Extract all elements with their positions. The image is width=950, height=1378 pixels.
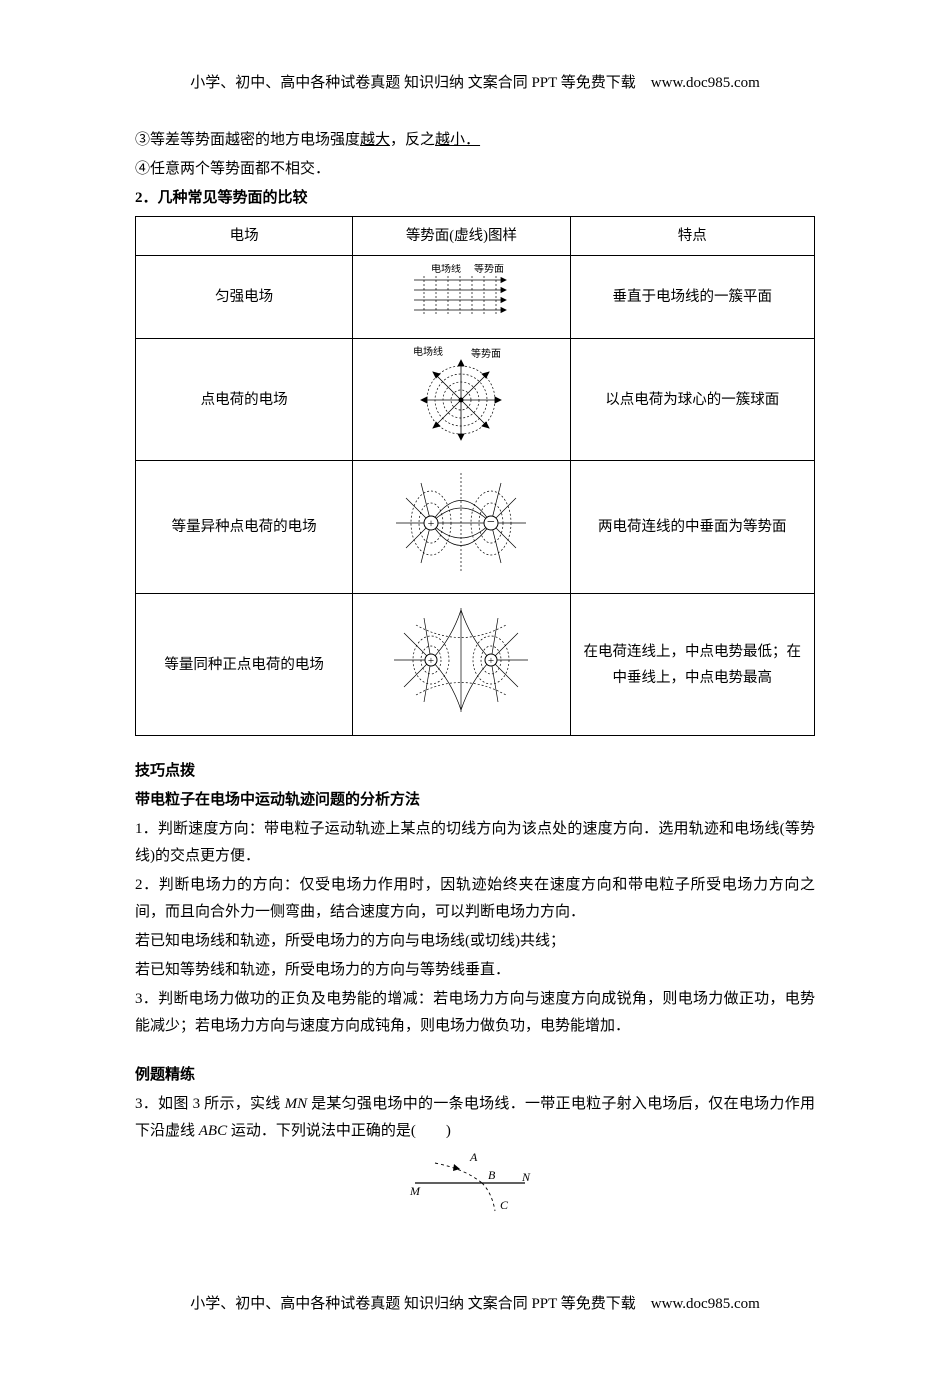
label-A: A [469,1151,478,1164]
intro-line-3: ③等差等势面越密的地方电场强度越大，反之越小． [135,127,815,154]
q-post: 运动．下列说法中正确的是( ) [227,1123,451,1139]
cell-field-3: 等量同种正点电荷的电场 [136,594,353,736]
th-feature: 特点 [570,217,814,256]
label-M: M [409,1184,421,1198]
cell-feature-2: 两电荷连线的中垂面为等势面 [570,461,814,594]
tips-p3: 3．判断电场力做功的正负及电势能的增减：若电场力方向与速度方向成锐角，则电场力做… [135,986,815,1040]
tips-p2a: 若已知电场线和轨迹，所受电场力的方向与电场线(或切线)共线； [135,928,815,955]
cell-diagram-0: 电场线 等势面 [353,256,570,339]
problem-figure: A B C M N [135,1151,815,1231]
diag-label-line: 电场线 [413,345,443,358]
svg-text:+: + [428,655,434,667]
intro3-mid: ，反之 [390,132,435,148]
svg-text:+: + [428,516,435,530]
th-diagram: 等势面(虚线)图样 [353,217,570,256]
page-footer: 小学、初中、高中各种试卷真题 知识归纳 文案合同 PPT 等免费下载 www.d… [135,1291,815,1318]
point-charge-diagram: 电场线 等势面 [401,345,521,454]
tips-heading: 技巧点拨 [135,758,815,785]
label-N: N [521,1170,531,1184]
cell-feature-0: 垂直于电场线的一簇平面 [570,256,814,339]
svg-text:+: + [488,655,494,667]
cell-diagram-1: 电场线 等势面 [353,339,570,461]
cell-diagram-2: + − [353,461,570,594]
tips-p2b: 若已知等势线和轨迹，所受电场力的方向与等势线垂直． [135,957,815,984]
cell-field-2: 等量异种点电荷的电场 [136,461,353,594]
example-question: 3．如图 3 所示，实线 MN 是某匀强电场中的一条电场线．一带正电粒子射入电场… [135,1091,815,1145]
tips-p2: 2．判断电场力的方向：仅受电场力作用时，因轨迹始终夹在速度方向和带电粒子所受电场… [135,872,815,926]
cell-field-1: 点电荷的电场 [136,339,353,461]
example-heading: 例题精练 [135,1062,815,1089]
tips-p1: 1．判断速度方向：带电粒子运动轨迹上某点的切线方向为该点处的速度方向．选用轨迹和… [135,816,815,870]
intro3-prefix: ③等差等势面越密的地方电场强度 [135,132,360,148]
diag-label-line: 电场线 [431,264,461,275]
opposite-charges-diagram: + − [386,468,536,587]
table-row: 等量异种点电荷的电场 [136,461,815,594]
th-field: 电场 [136,217,353,256]
same-charges-diagram: + + [386,600,536,729]
page-container: 小学、初中、高中各种试卷真题 知识归纳 文案合同 PPT 等免费下载 www.d… [0,0,950,1378]
table-row: 点电荷的电场 电场线 等势面 [136,339,815,461]
compare-table: 电场 等势面(虚线)图样 特点 匀强电场 电场线 等势面 [135,216,815,736]
cell-field-0: 匀强电场 [136,256,353,339]
heading-compare: 2．几种常见等势面的比较 [135,185,815,212]
intro3-u1: 越大 [360,132,390,148]
diag-label-equi: 等势面 [474,264,504,275]
q-pre: 3．如图 3 所示，实线 [135,1096,285,1112]
tips-subheading: 带电粒子在电场中运动轨迹问题的分析方法 [135,787,815,814]
label-B: B [488,1168,496,1182]
intro-line-4: ④任意两个等势面都不相交． [135,156,815,183]
table-row: 等量同种正点电荷的电场 [136,594,815,736]
page-header: 小学、初中、高中各种试卷真题 知识归纳 文案合同 PPT 等免费下载 www.d… [135,70,815,97]
svg-text:−: − [487,515,495,530]
label-C: C [500,1198,509,1212]
intro3-u2: 越小． [435,132,480,148]
table-row: 匀强电场 电场线 等势面 [136,256,815,339]
cell-feature-3: 在电荷连线上，中点电势最低；在中垂线上，中点电势最高 [570,594,814,736]
diag-label-equi: 等势面 [471,347,501,360]
q-abc: ABC [199,1123,227,1139]
cell-feature-1: 以点电荷为球心的一簇球面 [570,339,814,461]
uniform-field-diagram: 电场线 等势面 [406,264,516,331]
table-header-row: 电场 等势面(虚线)图样 特点 [136,217,815,256]
q-mn: MN [285,1096,308,1112]
cell-diagram-3: + + [353,594,570,736]
